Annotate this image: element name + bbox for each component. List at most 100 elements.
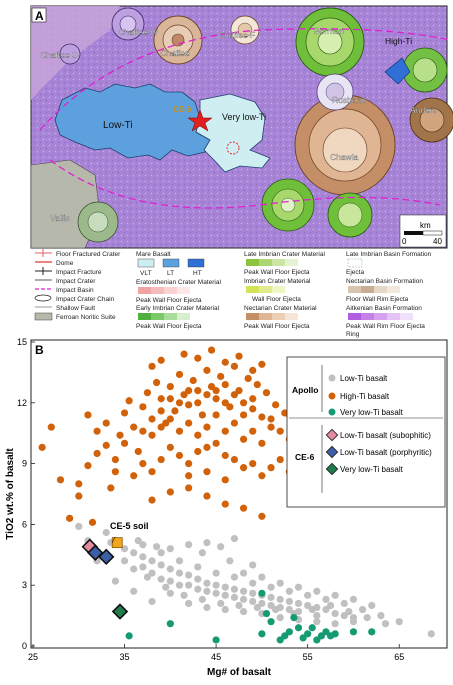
label-vallis: Vallis bbox=[50, 213, 70, 223]
legend-aitkenian: Aitkenian Basin Formation bbox=[346, 305, 422, 312]
axis-ticks: 25 35 45 55 65 0 3 6 9 12 15 bbox=[17, 337, 404, 662]
y-axis-label: TiO2 wt.% of basalt bbox=[5, 448, 16, 540]
apollo-point bbox=[175, 569, 184, 577]
legend-impact-crater: Impact Crater bbox=[56, 278, 96, 285]
apollo-point bbox=[166, 565, 174, 573]
apollo-point bbox=[116, 431, 124, 439]
apollo-point bbox=[313, 612, 321, 620]
apollo-point bbox=[267, 415, 275, 423]
apollo-point bbox=[230, 593, 239, 601]
legend-shallow-fault: Shallow Fault bbox=[56, 305, 95, 312]
apollo-point bbox=[111, 455, 119, 464]
crater-chawla bbox=[294, 94, 396, 196]
legend-mare-basalt: Mare Basalt bbox=[136, 251, 171, 258]
apollo-point bbox=[47, 423, 55, 431]
apollo-point bbox=[221, 380, 229, 389]
apollo-point bbox=[217, 543, 225, 551]
apollo-point bbox=[267, 423, 275, 431]
apollo-point bbox=[331, 630, 339, 638]
apollo-point bbox=[212, 581, 220, 589]
apollo-point bbox=[258, 589, 266, 597]
apollo-point bbox=[107, 484, 115, 492]
legend-nectarian-basin: Nectarian Basin Formation bbox=[346, 278, 423, 285]
apollo-point bbox=[258, 360, 266, 368]
apollo-point bbox=[230, 419, 239, 427]
apollo-point bbox=[212, 395, 220, 403]
apollo-point bbox=[198, 411, 206, 419]
apollo-point bbox=[221, 399, 229, 407]
apollo-point bbox=[148, 468, 156, 476]
legend-ring: Ring bbox=[346, 331, 360, 338]
apollo-point bbox=[148, 431, 156, 439]
label-chaffee-f: Chaffee F bbox=[218, 30, 255, 40]
scatter-legend: Apollo CE-6 Low-Ti basalt High-Ti basalt… bbox=[286, 356, 446, 508]
apollo-point bbox=[84, 411, 92, 419]
apollo-point bbox=[317, 632, 325, 640]
apollo-point bbox=[267, 464, 275, 472]
apollo-point bbox=[262, 609, 271, 618]
apollo-point bbox=[276, 595, 284, 603]
apollo-point bbox=[221, 451, 229, 460]
panel-a-label: A bbox=[35, 9, 44, 23]
apollo-point bbox=[249, 589, 257, 597]
apollo-point bbox=[349, 595, 358, 603]
apollo-point bbox=[249, 597, 257, 606]
apollo-point bbox=[194, 585, 202, 593]
apollo-point bbox=[212, 439, 220, 447]
legend-impact-basin: Impact Basin bbox=[56, 287, 94, 294]
apollo-point bbox=[212, 411, 220, 419]
apollo-point bbox=[249, 427, 257, 435]
apollo-point bbox=[185, 581, 193, 589]
apollo-point bbox=[272, 401, 280, 409]
apollo-point bbox=[166, 488, 174, 496]
legend-lt: LT bbox=[167, 270, 174, 277]
apollo-point bbox=[239, 399, 248, 407]
x-tick-label: 65 bbox=[394, 652, 404, 662]
apollo-point bbox=[217, 599, 225, 608]
apollo-point bbox=[102, 528, 110, 537]
apollo-point bbox=[368, 601, 376, 610]
crater-chaffee bbox=[153, 15, 203, 65]
apollo-point bbox=[230, 362, 239, 370]
apollo-point bbox=[175, 451, 184, 460]
apollo-point bbox=[166, 443, 174, 451]
apollo-point bbox=[203, 492, 211, 500]
apollo-point bbox=[139, 460, 147, 468]
apollo-point bbox=[212, 636, 220, 644]
ce5-label: CE-5 soil bbox=[110, 521, 149, 531]
apollo-point bbox=[75, 480, 83, 488]
x-tick-label: 55 bbox=[303, 652, 313, 662]
apollo-point bbox=[148, 362, 156, 370]
apollo-point bbox=[221, 427, 229, 435]
legend-nectarian-sub: Peak Wall Floor Ejecta bbox=[244, 323, 310, 330]
apollo-point bbox=[349, 628, 358, 636]
apollo-point bbox=[166, 620, 174, 628]
crater-borman bbox=[295, 7, 365, 77]
apollo-point bbox=[84, 462, 92, 470]
apollo-point bbox=[381, 620, 390, 628]
apollo-point bbox=[130, 549, 138, 557]
apollo-point bbox=[130, 565, 138, 573]
apollo-point bbox=[130, 423, 138, 431]
impact-basin-ring-outer bbox=[39, 28, 451, 131]
apollo-point bbox=[285, 587, 293, 595]
apollo-point bbox=[171, 407, 179, 415]
apollo-point bbox=[249, 460, 257, 468]
label-chaffee: Chaffee bbox=[160, 48, 190, 58]
apollo-point bbox=[313, 587, 321, 595]
apollo-point bbox=[221, 500, 229, 508]
apollo-point bbox=[194, 354, 202, 362]
apollo-point bbox=[203, 443, 211, 451]
legend-late-imbrian-basin: Late Imbrian Basin Formation bbox=[346, 251, 432, 258]
apollo-point bbox=[258, 512, 266, 520]
apollo-point bbox=[180, 591, 188, 599]
apollo-point bbox=[185, 472, 193, 480]
apollo-point bbox=[166, 415, 174, 423]
apollo-point bbox=[166, 382, 174, 391]
apollo-point bbox=[157, 407, 165, 415]
apollo-point bbox=[111, 577, 119, 585]
label-chaffee-w: Chaffee W bbox=[118, 27, 158, 37]
apollo-point bbox=[313, 618, 321, 626]
apollo-point bbox=[125, 397, 133, 405]
crater-chaffee-s bbox=[59, 43, 81, 65]
